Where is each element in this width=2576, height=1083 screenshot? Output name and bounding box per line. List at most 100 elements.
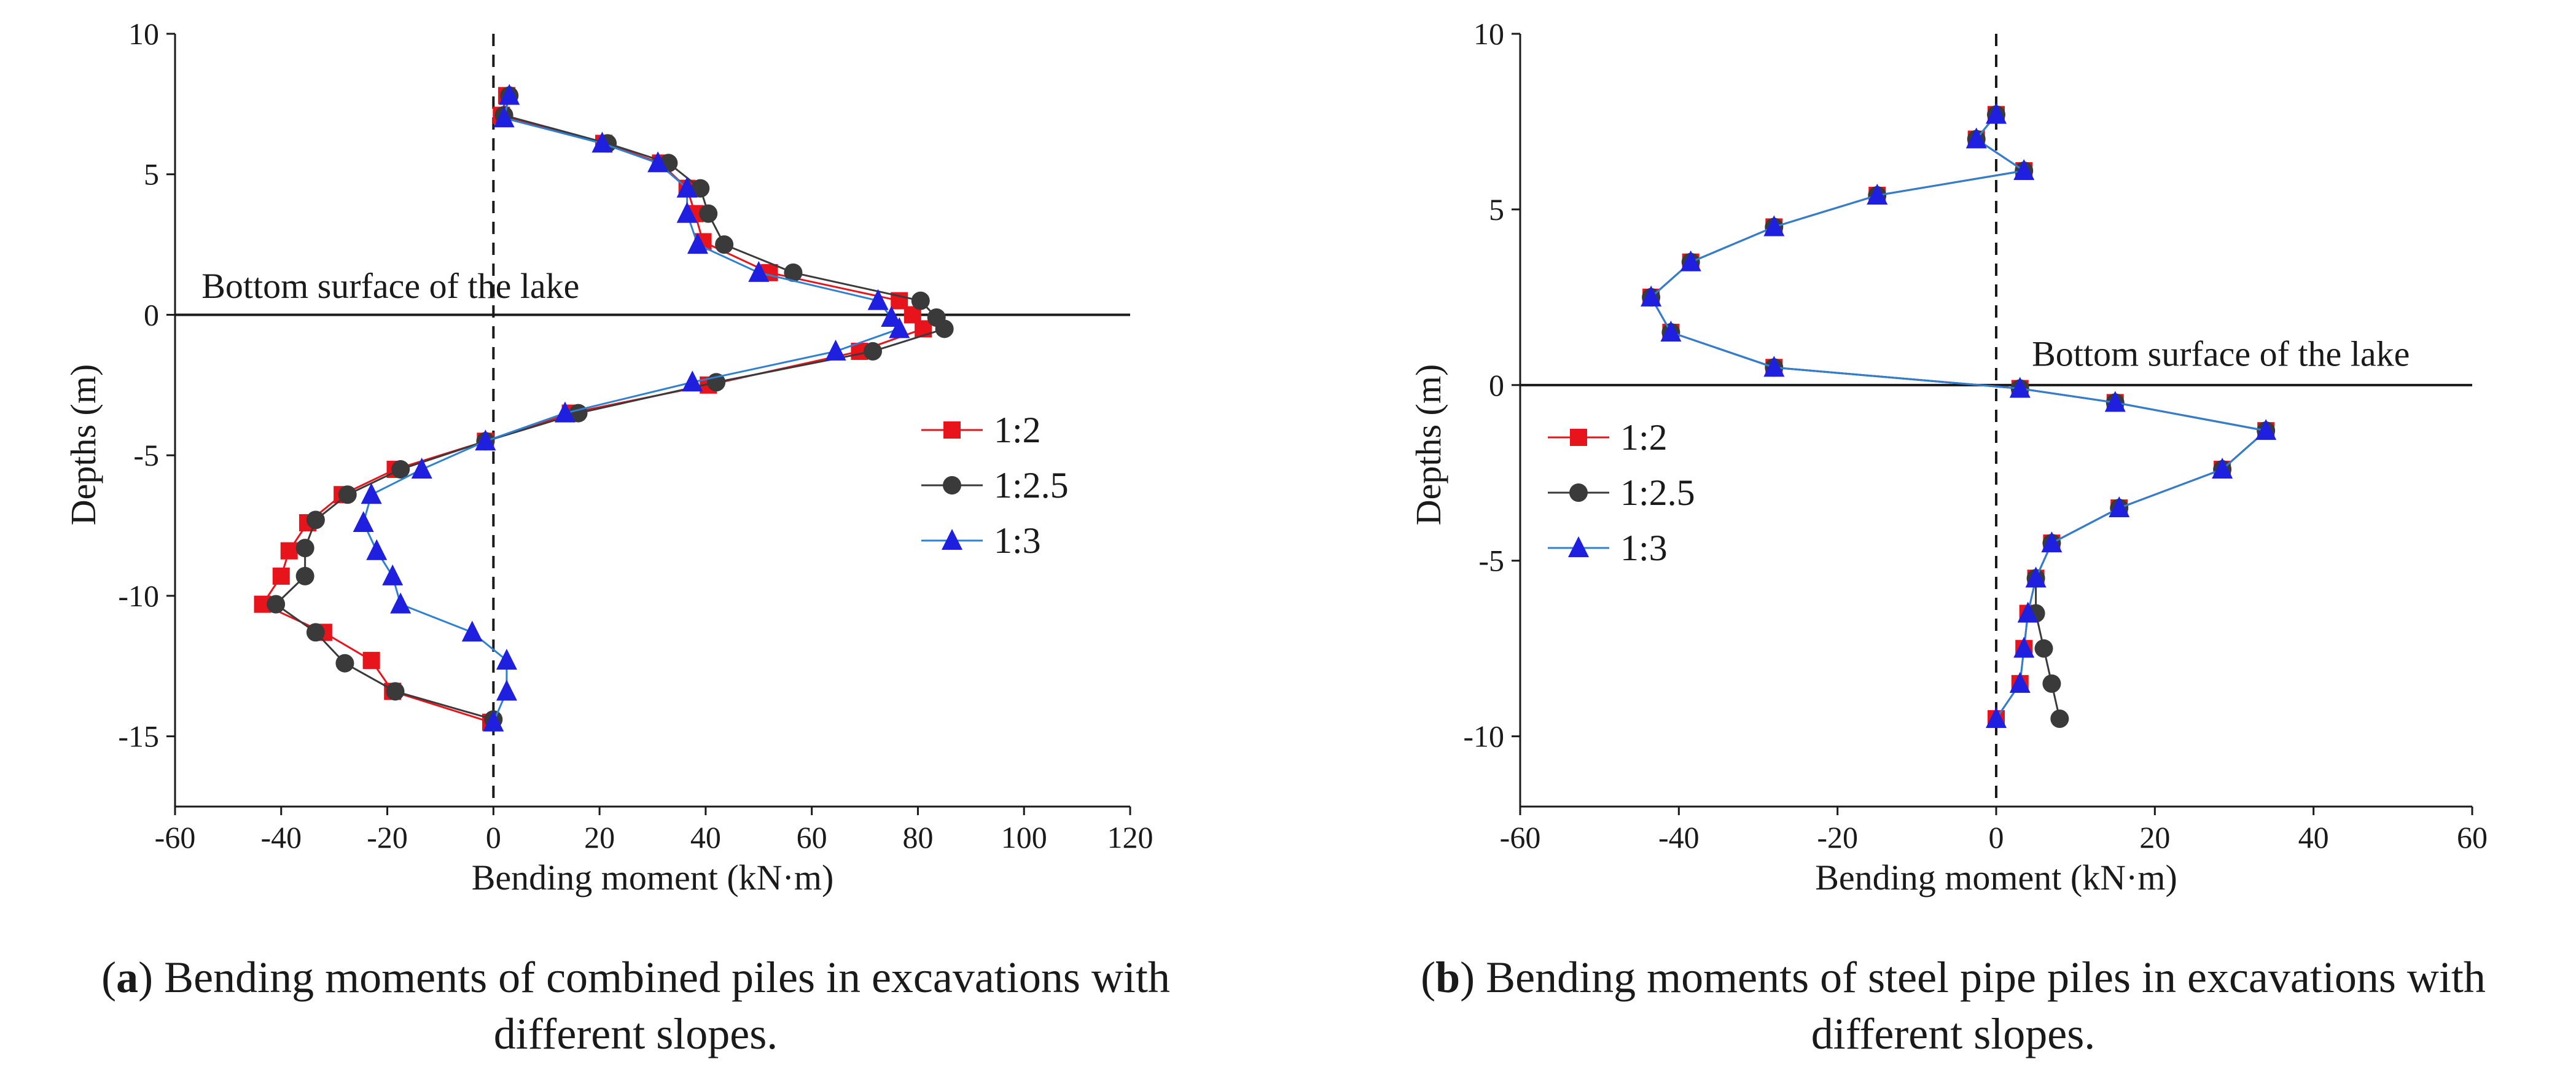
panel-a-series-1-3-point <box>687 233 708 254</box>
panel-b-series-1-3-point <box>2009 671 2031 693</box>
panel-a-x-tick-label: 100 <box>1001 820 1047 854</box>
panel-b-series-1-2-line <box>1650 114 2268 719</box>
panel-b-legend-marker-1-3 <box>1568 536 1589 557</box>
panel-b-x-tick-label: -40 <box>1658 820 1700 854</box>
caption-b-line2: different slopes. <box>1811 1009 2096 1058</box>
panel-b-series-1-3-line <box>1650 114 2268 719</box>
panel-a-series-1-3-point <box>676 176 698 198</box>
panel-a-series-1-2-5-point <box>306 510 325 530</box>
panel-b-series-1-3 <box>1641 103 2277 729</box>
panel-a-series-1-3-point <box>382 564 404 585</box>
panel-a-series-1-3-point <box>493 106 515 128</box>
panel-a-series-1-3-point <box>676 201 698 223</box>
panel-b-series-1-3-point <box>2109 496 2130 517</box>
panel-b-x-tick-label: 0 <box>1989 820 2004 854</box>
panel-a-x-tick-label: 120 <box>1107 820 1153 854</box>
panel-b-series-1-3-point <box>2025 566 2047 588</box>
caption-a: (a) Bending moments of combined piles in… <box>6 949 1265 1062</box>
caption-a-text: ) Bending moments of combined piles in e… <box>138 953 1170 1002</box>
panel-b-series-1-3-point <box>1867 184 1888 205</box>
panel-b-series-1-3-point <box>1641 285 1662 307</box>
panel-a-series-1-3-point <box>366 539 388 560</box>
panel-b-y-tick-label: 0 <box>1489 368 1504 402</box>
panel-b-x-tick-label: 60 <box>2457 820 2488 854</box>
panel-a-series-1-3-point <box>748 260 770 282</box>
panel-a-series-1-2-5-point <box>306 623 325 642</box>
panel-a-series-1-2-5-point <box>295 539 314 558</box>
panel-a-legend-label-1-2: 1:2 <box>994 410 1041 450</box>
chart-panel-b: -60 -40 -20 0 20 40 60 10 5 0 -5 -10 Bending moment … <box>1408 17 2488 897</box>
panel-b-series-1-3-point <box>1986 707 2007 729</box>
panel-a-y-axis-title: Depths (m) <box>63 364 103 526</box>
panel-a-series-1-3-point <box>554 401 576 423</box>
panel-a-legend: 1:2 1:2.5 1:3 <box>921 410 1069 561</box>
panel-b-legend-label-1-2-5: 1:2.5 <box>1620 472 1695 513</box>
panel-b-series-1-3-point <box>1763 215 1785 237</box>
panel-a-series-1-3-point <box>867 289 889 310</box>
panel-b-series-1-3-point <box>2017 601 2039 623</box>
panel-b-series-1-3-point <box>2212 458 2233 479</box>
panel-a-series-1-2-5-point <box>911 291 930 310</box>
panel-a-series-1-2-5-point <box>935 319 954 338</box>
panel-b-x-tick-label: 20 <box>2139 820 2170 854</box>
panel-a-x-tick-label: 40 <box>690 820 721 854</box>
panel-a-series-1-2-5-point <box>267 595 286 614</box>
panel-a-y-tick-label: -15 <box>118 719 159 754</box>
panel-a-series-1-3-point <box>591 131 613 153</box>
panel-a-legend-label-1-2-5: 1:2.5 <box>994 465 1069 506</box>
panel-b-legend-label-1-3: 1:3 <box>1620 528 1668 568</box>
panel-a-y-tick-label: 0 <box>144 297 159 332</box>
panel-a-x-tick-label: 60 <box>797 820 827 854</box>
panel-a-series-1-3 <box>353 84 910 732</box>
panel-b-series-1-3-point <box>2009 377 2031 398</box>
panel-a-series-1-3-point <box>461 620 483 642</box>
panel-b-annotation-lake-bottom: Bottom surface of the lake <box>2032 334 2410 373</box>
panel-a-series-1-3-point <box>475 429 496 451</box>
panel-a-series-1-2 <box>254 87 932 731</box>
panel-b-series-1-3-point <box>1986 103 2007 124</box>
panel-a-legend-marker-1-2-5 <box>943 476 961 495</box>
panel-a-series-1-3-point <box>483 710 504 732</box>
panel-a-series-1-2-5-point <box>391 460 410 479</box>
panel-a-series-1-3-point <box>499 84 520 105</box>
panel-b-series-1-3-point <box>2041 531 2063 553</box>
panel-a-series-1-2-5-point <box>715 235 734 254</box>
panel-a-series-1-2-5-point <box>338 485 357 504</box>
panel-a-x-axis-title: Bending moment (kN·m) <box>472 858 834 897</box>
panel-a-series-1-3-point <box>496 679 517 701</box>
panel-b-series-1-2-5-point <box>2050 710 2069 729</box>
panel-a-series-1-3-point <box>682 370 703 392</box>
caption-a-line1: (a) Bending moments of combined piles in… <box>101 953 1170 1002</box>
panel-a-series-1-2-point <box>362 652 380 670</box>
panel-a-x-tick-label: -60 <box>155 820 196 854</box>
panel-b-y-tick-label: -10 <box>1463 719 1504 754</box>
panel-a-series-1-3-point <box>353 510 374 532</box>
panel-b-series-1-2-5-point <box>2034 639 2053 658</box>
panel-a-legend-label-1-3: 1:3 <box>994 520 1041 561</box>
panel-a-series-1-3-point <box>496 649 517 670</box>
panel-b-y-tick-label: -5 <box>1478 544 1504 578</box>
panel-b-y-axis-title: Depths (m) <box>1408 364 1448 526</box>
panel-b-x-tick-label: -20 <box>1817 820 1858 854</box>
panel-a-y-tick-label: -5 <box>133 438 159 472</box>
panel-a-x-tick-label: -20 <box>367 820 408 854</box>
panel-b-series-1-3-point <box>1680 250 1701 272</box>
panel-a-legend-marker-1-2 <box>943 421 961 439</box>
panel-b-series-1-3-point <box>2013 636 2035 658</box>
panel-a-series-1-3-point <box>825 339 846 361</box>
panel-b-x-tick-label: 40 <box>2298 820 2329 854</box>
panel-a-y-tick-label: 5 <box>144 157 159 192</box>
panel-b-legend-marker-1-2-5 <box>1569 483 1588 502</box>
panel-a-series-1-2-5-point <box>864 342 883 361</box>
panel-a-series-1-2-line <box>261 95 925 724</box>
panel-a-y-tick-label: -10 <box>118 579 159 613</box>
caption-b-line1: (b) Bending moments of steel pipe piles … <box>1421 953 2486 1002</box>
panel-a-x-tick-label: 0 <box>486 820 501 854</box>
panel-b-series-1-2-5-line <box>1650 114 2268 719</box>
panel-a-annotation-lake-bottom: Bottom surface of the lake <box>201 266 579 306</box>
caption-b-letter: b <box>1435 953 1461 1002</box>
caption-b: (b) Bending moments of steel pipe piles … <box>1333 949 2574 1062</box>
panel-a-x-tick-label: 80 <box>902 820 933 854</box>
panel-a-series-1-3-point <box>411 458 432 479</box>
